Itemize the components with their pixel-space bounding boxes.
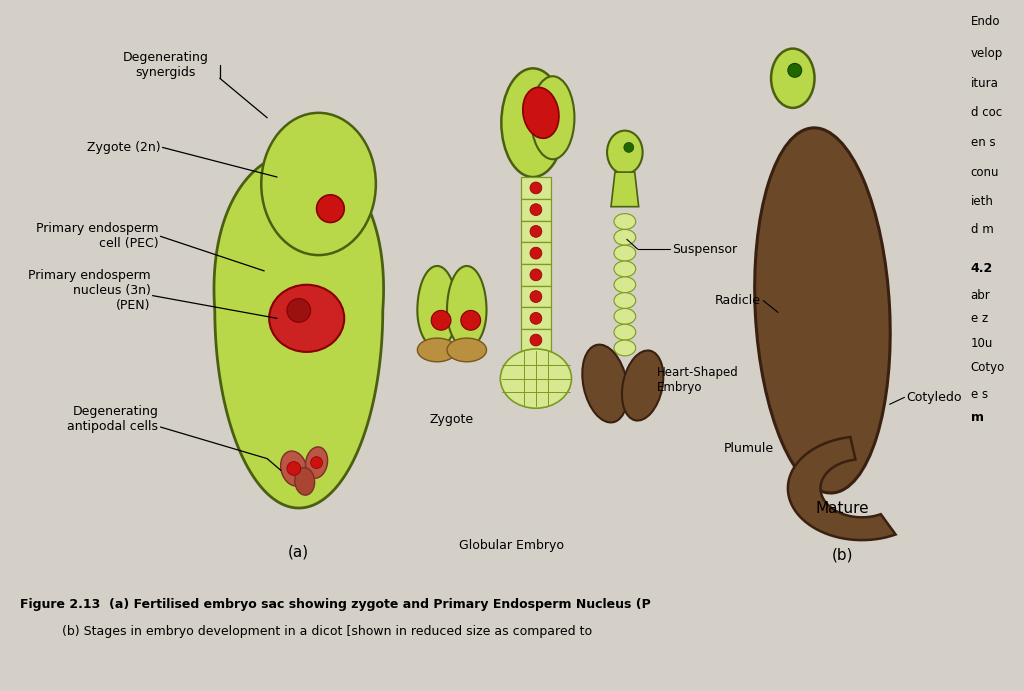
Text: m: m [971,410,984,424]
Text: en s: en s [971,136,995,149]
Ellipse shape [281,451,307,486]
Ellipse shape [614,214,636,229]
Ellipse shape [418,338,457,362]
Polygon shape [447,266,486,348]
Ellipse shape [614,340,636,356]
Ellipse shape [523,87,559,138]
Text: Degenerating
antipodal cells: Degenerating antipodal cells [68,405,159,433]
Ellipse shape [607,131,643,174]
Ellipse shape [614,324,636,340]
Text: (b) Stages in embryo development in a dicot [shown in reduced size as compared t: (b) Stages in embryo development in a di… [61,625,592,638]
Circle shape [530,204,542,216]
Circle shape [787,64,802,77]
Polygon shape [787,437,896,540]
Text: Zygote: Zygote [430,413,474,426]
Text: (b): (b) [831,548,853,563]
Ellipse shape [614,277,636,293]
Text: Plumule: Plumule [723,442,773,455]
Text: Heart-Shaped
Embryo: Heart-Shaped Embryo [656,366,738,394]
Text: 4.2: 4.2 [971,263,993,276]
Ellipse shape [583,345,628,422]
Text: d m: d m [971,223,993,236]
Circle shape [431,310,451,330]
Text: Mature: Mature [815,500,869,515]
FancyBboxPatch shape [521,307,551,329]
Circle shape [530,182,542,194]
Text: e s: e s [971,388,988,401]
Ellipse shape [614,245,636,261]
Circle shape [530,291,542,303]
Text: conu: conu [971,166,999,178]
Text: Globular Embryo: Globular Embryo [459,539,564,552]
Text: Cotyo: Cotyo [971,361,1005,375]
Text: d coc: d coc [971,106,1001,120]
Text: Primary endosperm
cell (PEC): Primary endosperm cell (PEC) [36,223,159,250]
FancyBboxPatch shape [521,220,551,243]
Ellipse shape [614,261,636,277]
FancyBboxPatch shape [521,264,551,285]
Text: Figure 2.13  (a) Fertilised embryo sac showing zygote and Primary Endosperm Nucl: Figure 2.13 (a) Fertilised embryo sac sh… [20,598,651,612]
Ellipse shape [502,68,564,177]
Ellipse shape [501,349,571,408]
Text: Zygote (2n): Zygote (2n) [87,141,161,154]
Ellipse shape [261,113,376,255]
FancyBboxPatch shape [521,285,551,307]
Polygon shape [214,152,384,508]
Circle shape [530,225,542,237]
Text: (a): (a) [288,545,309,560]
Circle shape [287,299,310,322]
Text: Primary endosperm
nucleus (3n)
(PEN): Primary endosperm nucleus (3n) (PEN) [28,269,151,312]
Ellipse shape [269,285,344,352]
FancyBboxPatch shape [521,243,551,264]
Text: Radicle: Radicle [715,294,761,307]
Polygon shape [611,172,639,207]
Ellipse shape [305,447,328,478]
Text: Endo: Endo [971,15,1000,28]
Ellipse shape [614,308,636,324]
FancyBboxPatch shape [521,177,551,199]
Ellipse shape [771,48,814,108]
Ellipse shape [622,350,664,421]
Text: e z: e z [971,312,988,325]
Text: Suspensor: Suspensor [673,243,737,256]
Circle shape [530,269,542,281]
Text: ieth: ieth [971,196,993,208]
Circle shape [530,312,542,324]
FancyBboxPatch shape [521,329,551,351]
Circle shape [624,142,634,152]
Text: itura: itura [971,77,998,90]
FancyBboxPatch shape [521,199,551,220]
Circle shape [310,457,323,468]
Circle shape [530,334,542,346]
Circle shape [530,247,542,259]
Ellipse shape [755,128,890,493]
Ellipse shape [295,468,314,495]
Circle shape [287,462,301,475]
Ellipse shape [614,229,636,245]
Text: 10u: 10u [971,337,993,350]
Text: abr: abr [971,289,990,302]
Circle shape [461,310,480,330]
Circle shape [316,195,344,223]
Text: Cotyledo: Cotyledo [906,391,962,404]
Polygon shape [418,266,457,348]
Ellipse shape [531,76,574,159]
Ellipse shape [614,293,636,308]
Text: velop: velop [971,47,1002,60]
Text: Degenerating
synergids: Degenerating synergids [123,51,208,79]
Ellipse shape [447,338,486,362]
